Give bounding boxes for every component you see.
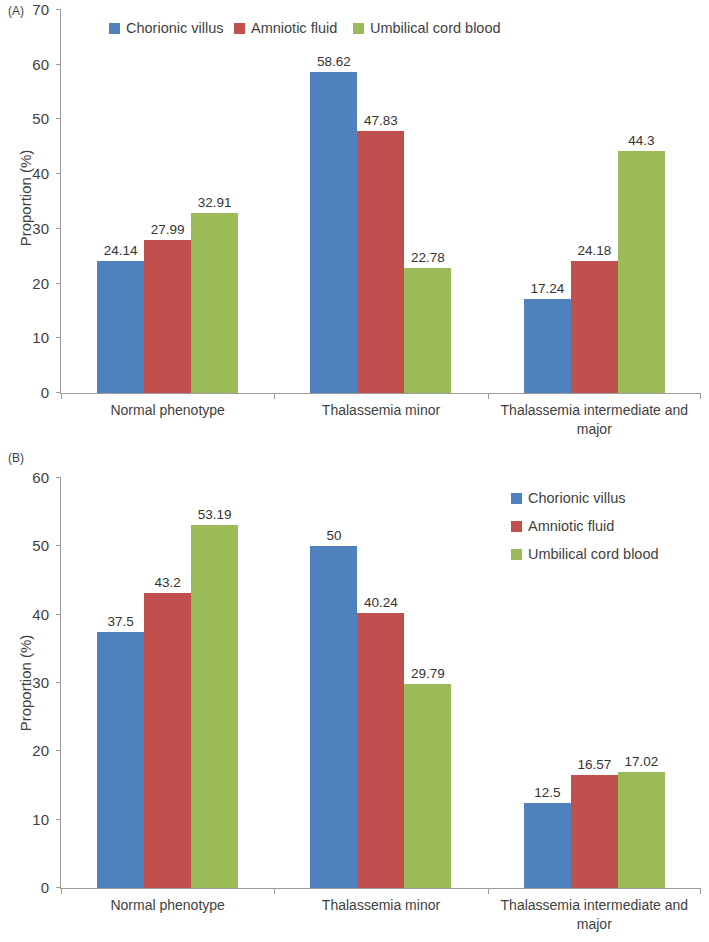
x-category-label: Thalassemia intermediate and major bbox=[488, 896, 701, 934]
legend-swatch-icon bbox=[511, 521, 522, 532]
legend-item-chorionic-villus: Chorionic villus bbox=[511, 490, 626, 506]
y-tick-label: 60 bbox=[3, 57, 49, 73]
y-tick-label: 60 bbox=[3, 470, 49, 486]
bar: 17.24 bbox=[524, 299, 571, 393]
plot-area-a: 01020304050607024.1427.9932.91Normal phe… bbox=[60, 10, 701, 394]
panel-a: (A) Proportion (%) 01020304050607024.142… bbox=[0, 0, 709, 445]
legend-label: Amniotic fluid bbox=[251, 20, 337, 36]
y-tick-label: 40 bbox=[3, 607, 49, 623]
x-tick-mark bbox=[61, 888, 62, 894]
bar: 53.19 bbox=[191, 525, 238, 888]
y-tick-label: 50 bbox=[3, 111, 49, 127]
y-tick-label: 20 bbox=[3, 276, 49, 292]
x-tick-mark bbox=[700, 888, 701, 894]
bar-value-label: 17.02 bbox=[624, 754, 658, 769]
bar-value-label: 17.24 bbox=[530, 281, 564, 296]
bar: 37.5 bbox=[97, 632, 144, 888]
legend-item-amniotic-fluid: Amniotic fluid bbox=[234, 20, 337, 36]
bar-group: 12.516.5717.02 bbox=[488, 478, 701, 888]
bar: 43.2 bbox=[144, 593, 191, 888]
bar: 24.14 bbox=[97, 261, 144, 393]
bar-value-label: 43.2 bbox=[155, 575, 181, 590]
bar-value-label: 16.57 bbox=[577, 757, 611, 772]
x-tick-mark bbox=[274, 888, 275, 894]
bar-group: 17.2424.1844.3 bbox=[488, 10, 701, 393]
bar: 16.57 bbox=[571, 775, 618, 888]
x-tick-mark bbox=[700, 393, 701, 399]
bar-value-label: 24.14 bbox=[104, 243, 138, 258]
bar-value-label: 22.78 bbox=[411, 250, 445, 265]
y-tick-label: 10 bbox=[3, 330, 49, 346]
x-tick-mark bbox=[488, 888, 489, 894]
bar: 27.99 bbox=[144, 240, 191, 393]
legend-item-amniotic-fluid: Amniotic fluid bbox=[511, 518, 614, 534]
legend-swatch-icon bbox=[511, 493, 522, 504]
bar: 47.83 bbox=[357, 131, 404, 393]
bar: 58.62 bbox=[310, 72, 357, 393]
y-tick-label: 30 bbox=[3, 221, 49, 237]
bar: 50 bbox=[310, 546, 357, 888]
y-tick-label: 40 bbox=[3, 166, 49, 182]
bar: 40.24 bbox=[357, 613, 404, 888]
y-tick-label: 0 bbox=[3, 880, 49, 896]
bar-value-label: 24.18 bbox=[577, 243, 611, 258]
legend-label: Umbilical cord blood bbox=[528, 546, 659, 562]
legend-item-umbilical-cord-blood: Umbilical cord blood bbox=[511, 546, 659, 562]
bar-value-label: 58.62 bbox=[317, 54, 351, 69]
legend-item-umbilical-cord-blood: Umbilical cord blood bbox=[353, 20, 501, 36]
y-tick-label: 30 bbox=[3, 675, 49, 691]
figure: (A) Proportion (%) 01020304050607024.142… bbox=[0, 0, 709, 942]
legend-label: Chorionic villus bbox=[126, 20, 224, 36]
bar-group: 58.6247.8322.78 bbox=[274, 10, 487, 393]
x-category-label: Thalassemia minor bbox=[274, 896, 487, 915]
legend-label: Umbilical cord blood bbox=[370, 20, 501, 36]
bar-value-label: 50 bbox=[326, 528, 341, 543]
bar: 12.5 bbox=[524, 803, 571, 888]
x-category-label: Thalassemia intermediate and major bbox=[488, 401, 701, 439]
bar: 24.18 bbox=[571, 261, 618, 393]
bar-value-label: 37.5 bbox=[108, 614, 134, 629]
bar-group: 5040.2429.79 bbox=[274, 478, 487, 888]
y-tick-label: 70 bbox=[3, 2, 49, 18]
bar-group: 24.1427.9932.91 bbox=[61, 10, 274, 393]
plot-area-b: 010203040506037.543.253.19Normal phenoty… bbox=[60, 478, 701, 889]
bar-value-label: 47.83 bbox=[364, 113, 398, 128]
bar-group: 37.543.253.19 bbox=[61, 478, 274, 888]
panel-label-b: (B) bbox=[8, 451, 24, 465]
legend-swatch-icon bbox=[234, 23, 245, 34]
bar-value-label: 44.3 bbox=[628, 133, 654, 148]
y-tick-label: 10 bbox=[3, 812, 49, 828]
y-tick-label: 20 bbox=[3, 743, 49, 759]
bar-value-label: 29.79 bbox=[411, 666, 445, 681]
x-tick-mark bbox=[274, 393, 275, 399]
bar: 22.78 bbox=[404, 268, 451, 393]
bar-value-label: 12.5 bbox=[534, 785, 560, 800]
bar: 17.02 bbox=[618, 772, 665, 888]
bar: 29.79 bbox=[404, 684, 451, 888]
legend-swatch-icon bbox=[353, 23, 364, 34]
x-category-label: Thalassemia minor bbox=[274, 401, 487, 420]
bar-value-label: 40.24 bbox=[364, 595, 398, 610]
y-tick-label: 50 bbox=[3, 538, 49, 554]
bar-value-label: 32.91 bbox=[198, 195, 232, 210]
bar: 44.3 bbox=[618, 151, 665, 393]
legend-label: Amniotic fluid bbox=[528, 518, 614, 534]
legend-swatch-icon bbox=[511, 549, 522, 560]
bar-value-label: 27.99 bbox=[151, 222, 185, 237]
legend-label: Chorionic villus bbox=[528, 490, 626, 506]
bar: 32.91 bbox=[191, 213, 238, 393]
legend-item-chorionic-villus: Chorionic villus bbox=[109, 20, 224, 36]
x-tick-mark bbox=[488, 393, 489, 399]
y-tick-label: 0 bbox=[3, 385, 49, 401]
x-category-label: Normal phenotype bbox=[61, 401, 274, 420]
x-category-label: Normal phenotype bbox=[61, 896, 274, 915]
panel-b: (B) Proportion (%) 010203040506037.543.2… bbox=[0, 445, 709, 942]
x-tick-mark bbox=[61, 393, 62, 399]
legend-swatch-icon bbox=[109, 23, 120, 34]
bar-value-label: 53.19 bbox=[198, 507, 232, 522]
